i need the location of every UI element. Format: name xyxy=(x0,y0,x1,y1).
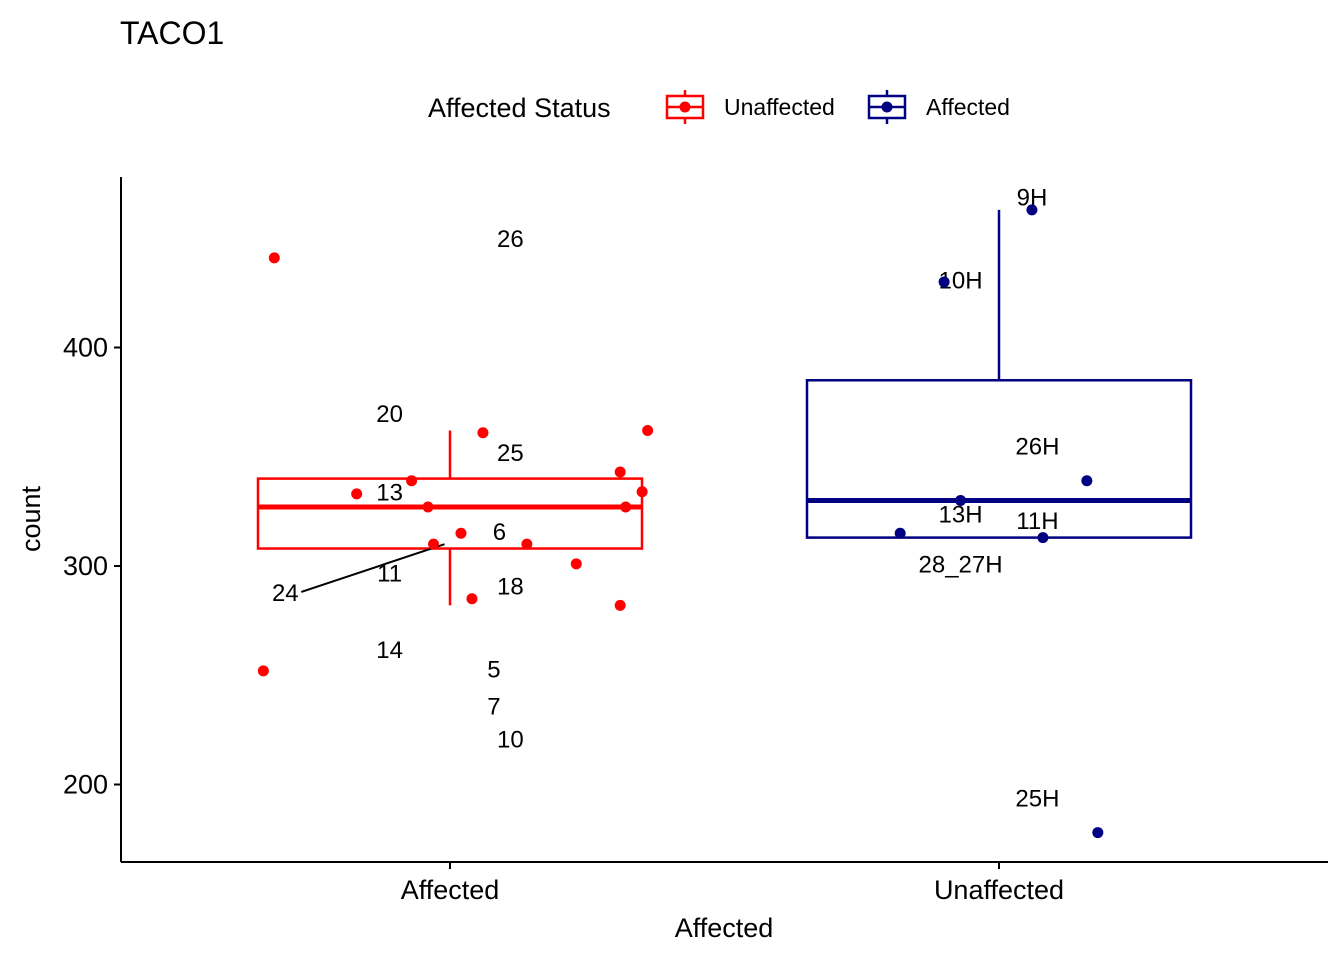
legend-point-symbol xyxy=(881,101,893,113)
data-point xyxy=(955,494,967,506)
data-point xyxy=(614,466,626,478)
legend-point-symbol xyxy=(679,101,691,113)
legend-title: Affected Status xyxy=(428,93,611,123)
data-point xyxy=(620,501,632,513)
box-iqr xyxy=(256,477,644,550)
y-tick-label: 200 xyxy=(63,770,108,800)
x-axis-title: Affected xyxy=(675,913,774,943)
point-label: 26H xyxy=(1015,434,1059,461)
data-point xyxy=(455,527,467,539)
y-tick-label: 300 xyxy=(63,551,108,581)
point-label: 14 xyxy=(376,637,403,664)
data-point xyxy=(428,538,440,550)
legend-label: Unaffected xyxy=(724,94,835,120)
point-label: 20 xyxy=(376,401,403,428)
y-axis-title: count xyxy=(16,485,46,552)
data-point xyxy=(570,558,582,570)
box-iqr xyxy=(805,379,1193,539)
data-point xyxy=(466,593,478,605)
data-point xyxy=(1081,475,1093,487)
data-point xyxy=(636,486,648,498)
point-label: 10 xyxy=(497,726,524,753)
legend-key-unaffected: Unaffected xyxy=(665,90,835,124)
chart-title: TACO1 xyxy=(120,15,224,51)
data-point xyxy=(1092,827,1104,839)
y-axis-ticks: 200 300 400 xyxy=(63,333,121,800)
legend-label: Affected xyxy=(926,94,1010,120)
label-leader-line xyxy=(300,543,445,593)
x-axis-ticks: Affected Unaffected xyxy=(401,862,1064,905)
data-point xyxy=(938,276,950,288)
point-label: 25 xyxy=(497,440,524,467)
point-label: 26 xyxy=(497,226,524,253)
data-point xyxy=(422,501,434,513)
x-tick-label: Unaffected xyxy=(934,875,1064,905)
data-point xyxy=(1026,204,1038,216)
y-tick-label: 400 xyxy=(63,333,108,363)
data-point xyxy=(1037,532,1049,544)
data-point xyxy=(642,425,654,437)
point-label: 7 xyxy=(487,694,500,721)
data-point xyxy=(351,488,363,500)
data-point xyxy=(614,599,626,611)
data-point xyxy=(894,527,906,539)
point-label: 25H xyxy=(1015,785,1059,812)
point-label: 11H xyxy=(1016,508,1058,535)
legend: Affected Status Unaffected Affected xyxy=(428,90,1010,124)
point-label: 6 xyxy=(493,519,506,546)
legend-key-affected: Affected xyxy=(867,90,1010,124)
x-tick-label: Affected xyxy=(401,875,500,905)
data-point xyxy=(257,665,269,677)
point-label: 28_27H xyxy=(919,552,1003,579)
point-label: 13 xyxy=(376,479,403,506)
data-point xyxy=(406,475,418,487)
point-label: 24 xyxy=(272,580,299,607)
point-label: 18 xyxy=(497,573,524,600)
data-point xyxy=(521,538,533,550)
data-point xyxy=(268,252,280,264)
point-label: 5 xyxy=(487,656,500,683)
data-point xyxy=(477,427,489,439)
